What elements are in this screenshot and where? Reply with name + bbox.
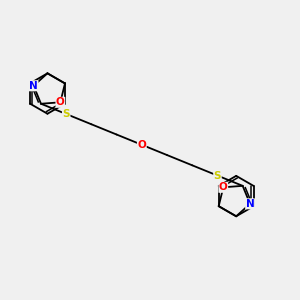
Text: N: N xyxy=(29,81,38,91)
Text: S: S xyxy=(214,171,221,181)
Text: N: N xyxy=(246,199,254,209)
Text: S: S xyxy=(62,109,70,119)
Text: O: O xyxy=(219,182,228,192)
Text: O: O xyxy=(56,97,65,107)
Text: O: O xyxy=(137,140,146,150)
